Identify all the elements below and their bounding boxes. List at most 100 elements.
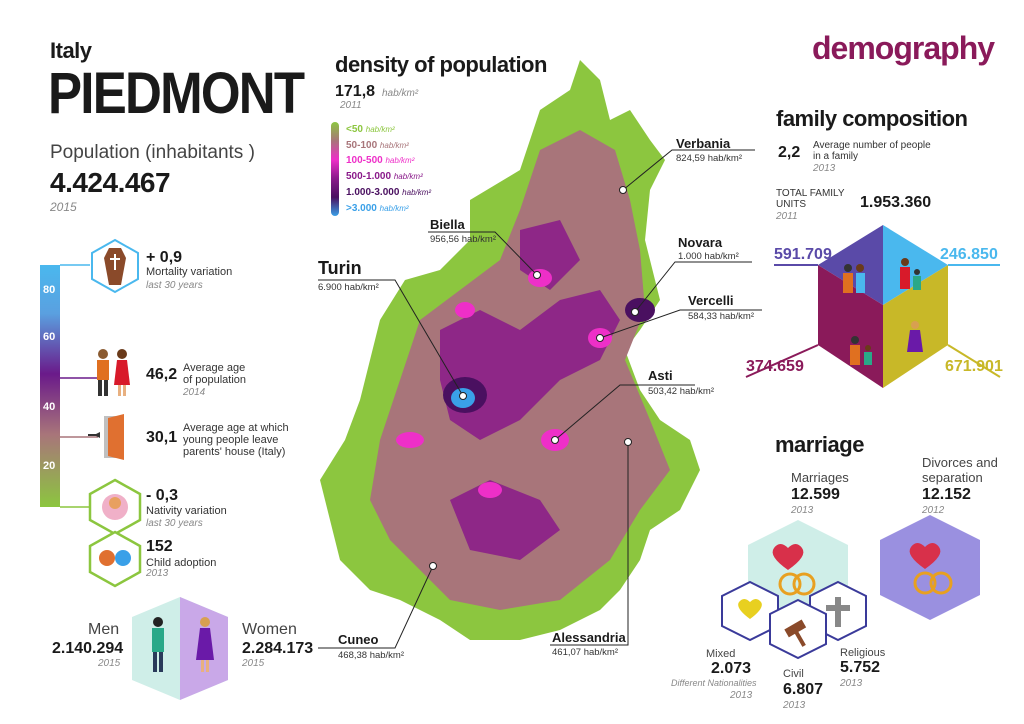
legend-item-3: 100-500 hab/km² (346, 155, 415, 167)
avg-age-value: 46,2 (146, 366, 178, 383)
city-asti: Asti (648, 368, 673, 383)
city-cuneo: Cuneo (338, 632, 379, 647)
heart-icon (772, 544, 804, 570)
couple-icon (97, 349, 130, 396)
city-verbania: Verbania (676, 136, 731, 151)
divorces-year: 2012 (922, 505, 945, 516)
adoption-label: Child adoption (146, 557, 217, 569)
cross-icon (835, 597, 841, 627)
legend-item-2: 50-100 hab/km² (346, 139, 409, 151)
mortality-label: Mortality variation (146, 266, 233, 278)
density-title: density of population (335, 52, 547, 77)
family-icon-4 (907, 321, 923, 352)
adoption-value: 152 (146, 538, 173, 555)
marriages-label: Marriages (791, 470, 849, 485)
family-avg-year: 2013 (813, 163, 836, 174)
avg-age-year: 2014 (183, 387, 206, 398)
religious-value: 5.752 (840, 659, 881, 676)
density-legend: <50 hab/km² 50-100 hab/km² 100-500 hab/k… (346, 122, 431, 216)
religious-label: Religious (840, 647, 886, 659)
marriages-year: 2013 (791, 505, 814, 516)
broken-heart-icon (909, 543, 941, 569)
city-vercelli: Vercelli (688, 293, 734, 308)
scale-tick-40: 40 (43, 401, 56, 413)
scale-tick-60: 60 (43, 331, 56, 343)
legend-item-6: >3.000 hab/km² (346, 202, 409, 214)
family-total-value: 1.953.360 (860, 194, 932, 211)
marriages-value: 12.599 (791, 486, 840, 503)
adoption-year: 2013 (146, 568, 169, 579)
divorces-label: Divorces and separation (922, 455, 998, 485)
men-value: 2.140.294 (52, 640, 124, 657)
mixed-heart-icon (738, 599, 762, 619)
city-novara-density: 1.000 hab/km² (678, 251, 739, 262)
rings-icon (778, 572, 802, 596)
mixed-year: 2013 (730, 690, 753, 701)
family-icon-2 (900, 258, 921, 290)
avg-age-label: Average age of population (183, 362, 246, 386)
adoption-hexagon (88, 530, 142, 588)
nativity-label: Nativity variation (146, 505, 227, 517)
city-cuneo-density: 468,38 hab/km² (338, 650, 405, 661)
density-legend-bar (331, 122, 339, 216)
city-alessandria-density: 461,07 hab/km² (552, 647, 619, 658)
civil-label: Civil (783, 668, 804, 680)
mixed-sub: Different Nationalities (671, 678, 757, 688)
family-title: family composition (776, 106, 968, 131)
family-q1: 591.709 (774, 246, 832, 263)
city-biella-density: 956,56 hab/km² (430, 234, 497, 245)
legend-item-4: 500-1.000 hab/km² (346, 171, 423, 183)
mixed-label: Mixed (706, 648, 736, 660)
density-unit: hab/km² (382, 88, 419, 99)
city-turin-density: 6.900 hab/km² (318, 282, 379, 293)
women-value: 2.284.173 (242, 640, 314, 657)
divorces-value: 12.152 (922, 486, 971, 503)
religious-year: 2013 (840, 678, 863, 689)
door-icon (88, 414, 124, 460)
section-title: demography (812, 30, 995, 66)
leave-home-label: Average age at which young people leave … (183, 422, 289, 458)
family-icon-3 (850, 336, 872, 365)
scale-tick-20: 20 (43, 460, 56, 472)
divorce-hexagon (880, 515, 980, 620)
marriage-title: marriage (775, 432, 864, 457)
city-asti-density: 503,42 hab/km² (648, 386, 715, 397)
nativity-value: - 0,3 (146, 487, 179, 504)
density-value: 171,8 (335, 83, 376, 100)
nativity-year: last 30 years (146, 518, 203, 529)
family-icon-1 (843, 264, 865, 293)
population-value: 4.424.467 (50, 167, 171, 198)
family-avg-value: 2,2 (778, 144, 801, 161)
gavel-icon (784, 619, 807, 638)
family-total-label: TOTAL FAMILY UNITS (776, 188, 845, 210)
men-label: Men (88, 621, 120, 638)
men-year: 2015 (98, 658, 121, 669)
adoption-icon (99, 550, 115, 566)
family-total-year: 2011 (776, 211, 798, 222)
women-label: Women (242, 621, 297, 638)
legend-item-5: 1.000-3.000 hab/km² (346, 186, 432, 198)
men-icon (152, 617, 164, 672)
divorce-rings-icon (913, 571, 937, 595)
city-vercelli-density: 584,33 hab/km² (688, 311, 755, 322)
city-verbania-density: 824,59 hab/km² (676, 153, 743, 164)
city-biella: Biella (430, 217, 465, 232)
city-turin: Turin (318, 258, 362, 278)
civil-year: 2013 (783, 700, 806, 711)
city-alessandria: Alessandria (552, 630, 626, 645)
family-q3: 374.659 (746, 358, 804, 375)
scale-tick-80: 80 (43, 284, 56, 296)
population-label: Population (inhabitants ) (50, 142, 255, 163)
family-avg-label: Average number of people in a family (813, 140, 931, 162)
women-icon (196, 617, 214, 672)
density-year: 2011 (340, 100, 362, 111)
mixed-value: 2.073 (711, 660, 752, 677)
women-year: 2015 (242, 658, 265, 669)
family-q2: 246.850 (940, 246, 998, 263)
country-label: Italy (50, 38, 92, 63)
mortality-value: + 0,9 (146, 249, 183, 266)
region-title: PIEDMONT (48, 61, 305, 126)
